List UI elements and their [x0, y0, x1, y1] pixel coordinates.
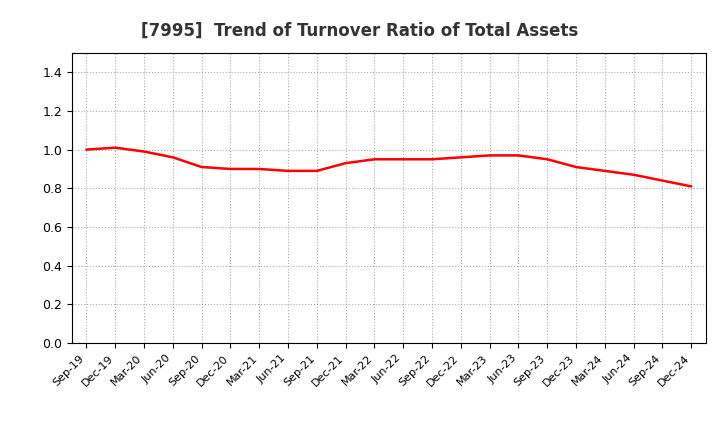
Text: [7995]  Trend of Turnover Ratio of Total Assets: [7995] Trend of Turnover Ratio of Total …: [141, 22, 579, 40]
